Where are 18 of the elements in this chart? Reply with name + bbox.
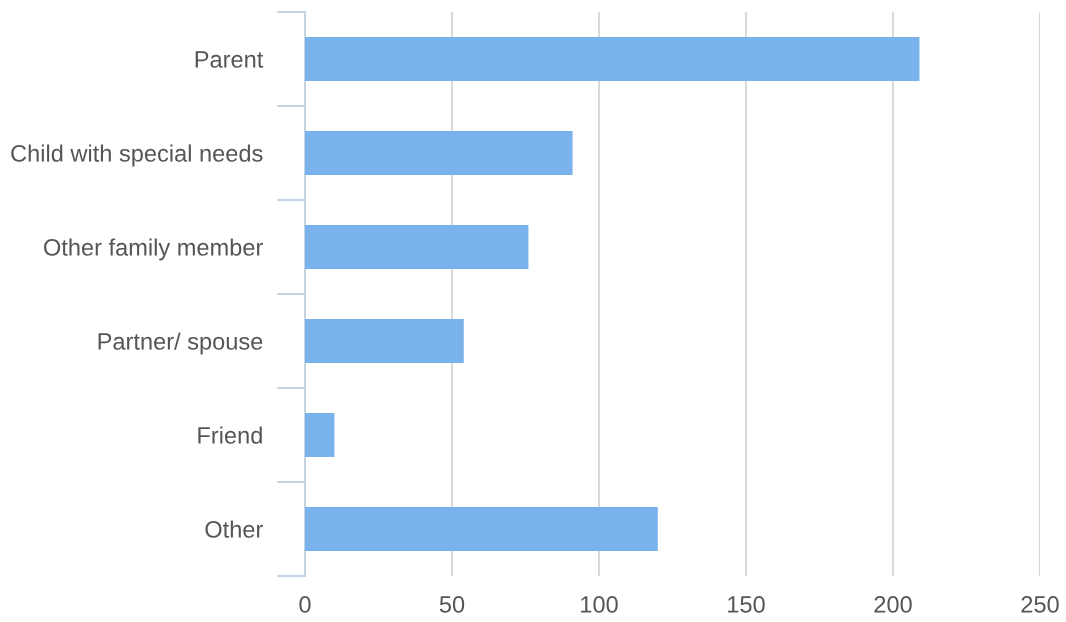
y-tick-label: Other <box>205 520 263 538</box>
x-tick-label: 100 <box>581 596 618 613</box>
x-tick-label: 200 <box>874 596 912 613</box>
x-tick-label: 50 <box>439 596 465 613</box>
y-tick-label: Other family member <box>44 238 263 261</box>
bar <box>305 506 658 552</box>
y-tick-label: Parent <box>195 51 264 68</box>
bar <box>305 318 464 364</box>
y-tick-label: Child with special needs <box>11 144 263 167</box>
bar <box>305 224 529 270</box>
x-tick-label: 0 <box>299 596 311 613</box>
x-tick-label: 250 <box>1021 596 1059 613</box>
y-tick-label: Friend <box>198 426 262 444</box>
bar <box>305 36 920 82</box>
y-tick-label: Partner/ spouse <box>98 332 263 355</box>
bar <box>305 130 573 176</box>
bar <box>305 412 335 458</box>
x-tick-label: 150 <box>728 596 765 613</box>
